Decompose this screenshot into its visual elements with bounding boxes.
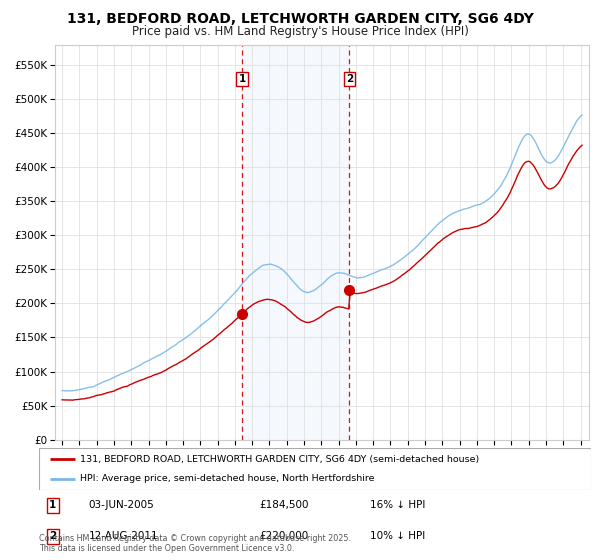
Bar xyxy=(242,45,349,440)
Text: HPI: Average price, semi-detached house, North Hertfordshire: HPI: Average price, semi-detached house,… xyxy=(80,474,375,483)
Text: 12-AUG-2011: 12-AUG-2011 xyxy=(89,531,158,542)
Text: 10% ↓ HPI: 10% ↓ HPI xyxy=(370,531,425,542)
Text: 2: 2 xyxy=(346,74,353,84)
Text: 1: 1 xyxy=(239,74,246,84)
Text: 131, BEDFORD ROAD, LETCHWORTH GARDEN CITY, SG6 4DY: 131, BEDFORD ROAD, LETCHWORTH GARDEN CIT… xyxy=(67,12,533,26)
Text: Contains HM Land Registry data © Crown copyright and database right 2025.
This d: Contains HM Land Registry data © Crown c… xyxy=(39,534,351,553)
Text: Price paid vs. HM Land Registry's House Price Index (HPI): Price paid vs. HM Land Registry's House … xyxy=(131,25,469,38)
Text: 16% ↓ HPI: 16% ↓ HPI xyxy=(370,500,425,510)
Text: 03-JUN-2005: 03-JUN-2005 xyxy=(89,500,154,510)
Text: 2: 2 xyxy=(49,531,56,542)
Text: 1: 1 xyxy=(49,500,56,510)
Text: £184,500: £184,500 xyxy=(260,500,310,510)
Text: 131, BEDFORD ROAD, LETCHWORTH GARDEN CITY, SG6 4DY (semi-detached house): 131, BEDFORD ROAD, LETCHWORTH GARDEN CIT… xyxy=(80,455,479,464)
Text: £220,000: £220,000 xyxy=(260,531,309,542)
